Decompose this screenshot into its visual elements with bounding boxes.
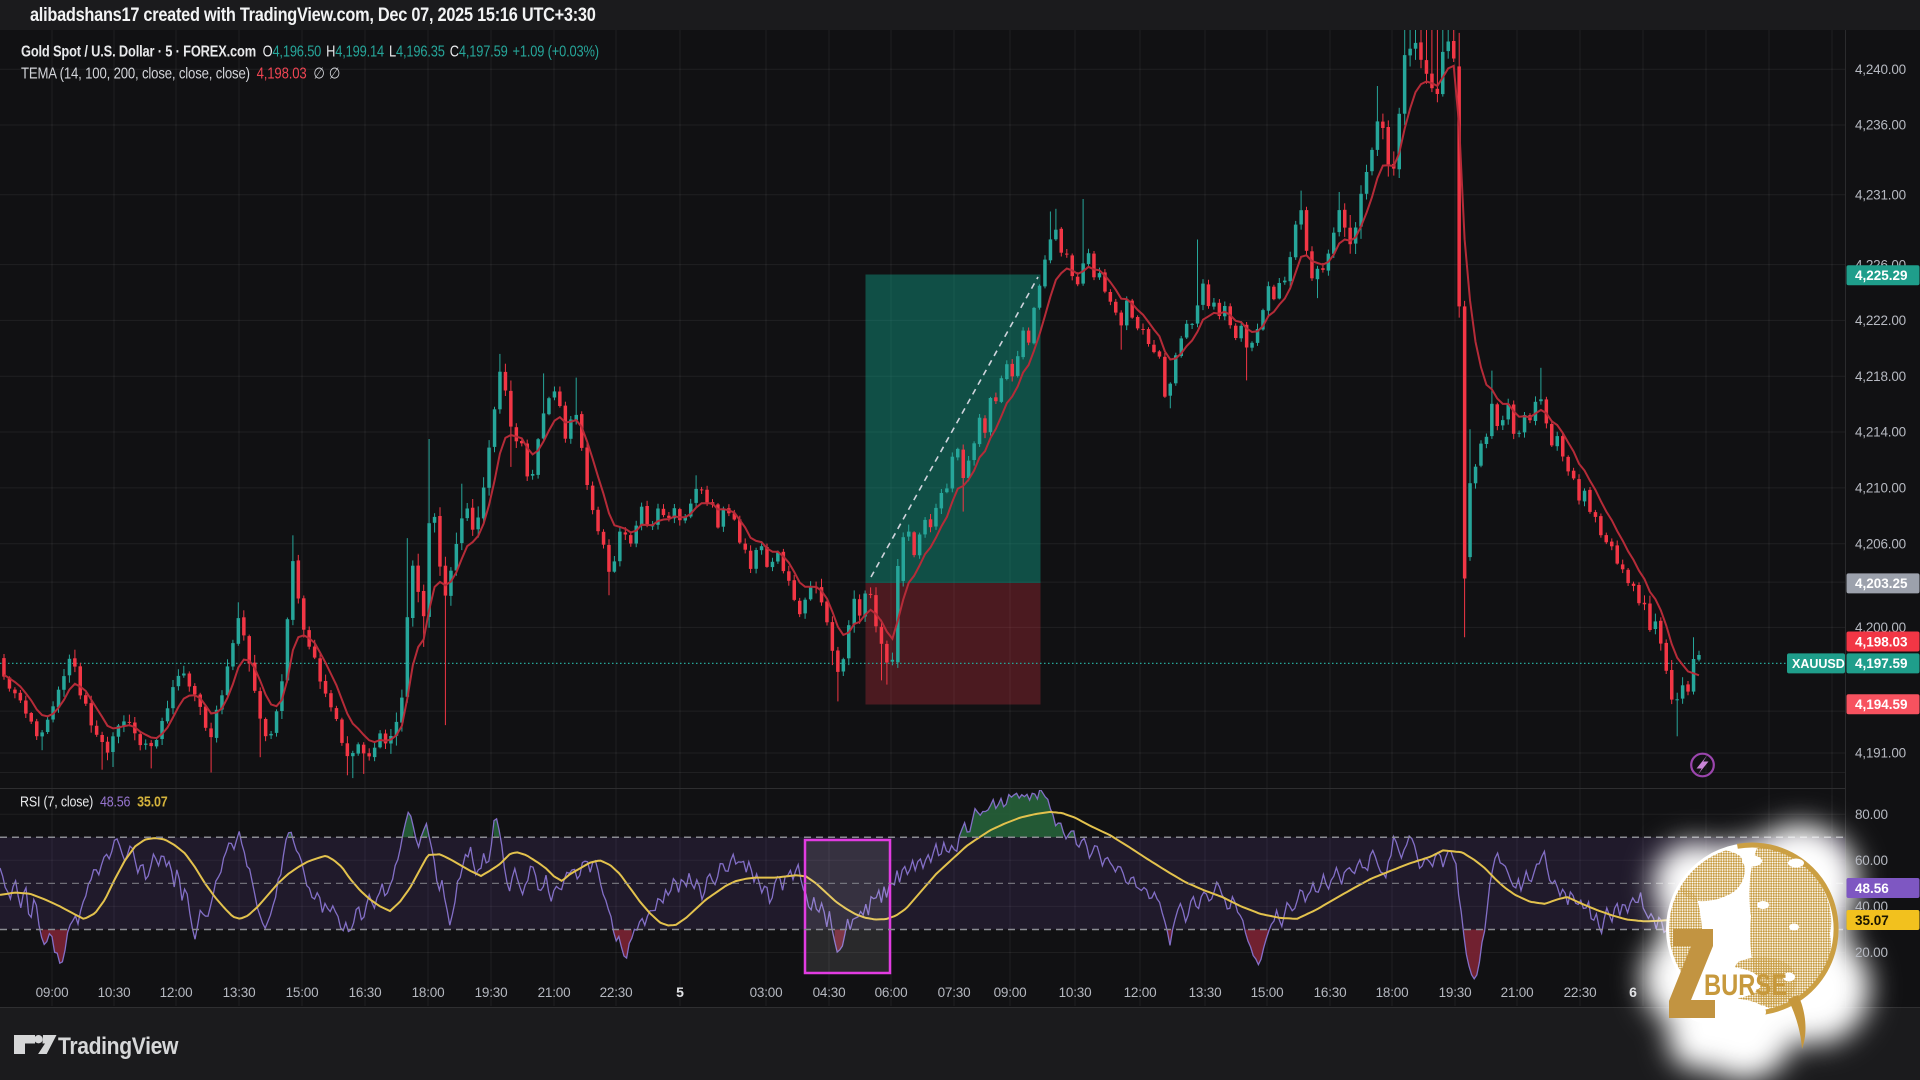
svg-text:20.00: 20.00 [1855, 945, 1888, 960]
svg-text:80.00: 80.00 [1855, 807, 1888, 822]
svg-text:TradingView: TradingView [58, 1033, 179, 1060]
svg-text:5: 5 [676, 984, 684, 1000]
svg-text:4,218.00: 4,218.00 [1855, 369, 1906, 384]
svg-text:15:00: 15:00 [286, 985, 319, 1000]
svg-text:4,206.00: 4,206.00 [1855, 536, 1906, 551]
svg-text:4,222.00: 4,222.00 [1855, 313, 1906, 328]
svg-text:alibadshans17 created with Tra: alibadshans17 created with TradingView.c… [30, 4, 596, 25]
svg-text:4,210.00: 4,210.00 [1855, 481, 1906, 496]
svg-text:35.07: 35.07 [1855, 913, 1889, 928]
svg-text:13:30: 13:30 [223, 985, 256, 1000]
svg-text:19:30: 19:30 [475, 985, 508, 1000]
svg-text:19:30: 19:30 [1439, 985, 1472, 1000]
svg-text:4,240.00: 4,240.00 [1855, 62, 1906, 77]
svg-text:09:00: 09:00 [994, 985, 1027, 1000]
svg-text:4,197.59: 4,197.59 [1855, 656, 1908, 671]
svg-text:22:30: 22:30 [1564, 985, 1597, 1000]
svg-text:4,191.00: 4,191.00 [1855, 746, 1906, 761]
svg-text:Gold Spot / U.S. Dollar · 5 ·: Gold Spot / U.S. Dollar · 5 · FOREX.com O… [21, 43, 599, 60]
svg-text:21:00: 21:00 [1501, 985, 1534, 1000]
svg-text:12:00: 12:00 [1124, 985, 1157, 1000]
svg-text:12:00: 12:00 [160, 985, 193, 1000]
svg-text:4,198.03: 4,198.03 [1855, 634, 1908, 649]
svg-text:03:00: 03:00 [750, 985, 783, 1000]
svg-text:04:30: 04:30 [813, 985, 846, 1000]
svg-text:60.00: 60.00 [1855, 853, 1888, 868]
svg-text:10:30: 10:30 [98, 985, 131, 1000]
svg-text:16:30: 16:30 [1314, 985, 1347, 1000]
svg-text:XAUUSD: XAUUSD [1792, 657, 1845, 671]
svg-text:4,231.00: 4,231.00 [1855, 188, 1906, 203]
svg-text:48.56: 48.56 [1855, 881, 1889, 896]
svg-text:18:00: 18:00 [412, 985, 445, 1000]
svg-text:16:30: 16:30 [349, 985, 382, 1000]
svg-text:4,194.59: 4,194.59 [1855, 697, 1908, 712]
svg-text:4,214.00: 4,214.00 [1855, 425, 1906, 440]
svg-text:21:00: 21:00 [538, 985, 571, 1000]
svg-text:07:30: 07:30 [938, 985, 971, 1000]
svg-text:6: 6 [1629, 984, 1637, 1000]
svg-text:BURSE: BURSE [1704, 969, 1787, 1002]
svg-text:4,203.25: 4,203.25 [1855, 576, 1908, 591]
svg-text:4,200.00: 4,200.00 [1855, 620, 1906, 635]
svg-text:18:00: 18:00 [1376, 985, 1409, 1000]
svg-text:10:30: 10:30 [1059, 985, 1092, 1000]
svg-text:TEMA (14, 100, 200, close, clo: TEMA (14, 100, 200, close, close, close)… [21, 66, 340, 83]
svg-text:15:00: 15:00 [1251, 985, 1284, 1000]
svg-text:06:00: 06:00 [875, 985, 908, 1000]
svg-text:4,225.29: 4,225.29 [1855, 268, 1908, 283]
svg-text:13:30: 13:30 [1189, 985, 1222, 1000]
svg-text:09:00: 09:00 [36, 985, 69, 1000]
svg-text:4,236.00: 4,236.00 [1855, 118, 1906, 133]
svg-text:22:30: 22:30 [600, 985, 633, 1000]
